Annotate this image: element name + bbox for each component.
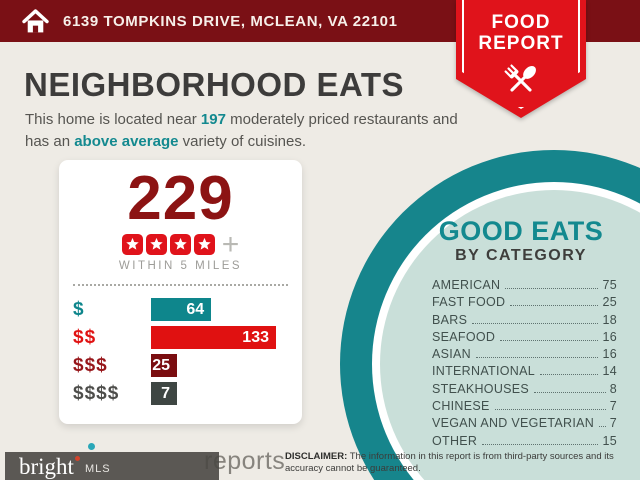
bar-track: 64 [151,298,288,321]
disclaimer: DISCLAIMER: The information in this repo… [285,451,633,476]
category-row: BARS 18 [432,313,617,330]
bar: 133 [151,326,276,349]
category-name: VEGAN AND VEGETARIAN [432,416,595,431]
star-icon [145,234,167,255]
category-count: 16 [602,329,617,344]
category-count: 7 [609,399,617,414]
dot-leader [500,339,599,341]
total-restaurant-count: 229 [127,164,234,233]
dot-leader [494,409,606,411]
category-name: FAST FOOD [432,295,506,310]
bar-value: 7 [161,384,170,402]
category-count: 25 [602,295,617,310]
restaurant-count-inline: 197 [200,111,226,128]
subtitle-text: This home is located near [25,111,201,128]
category-name: STEAKHOUSES [432,381,530,396]
category-count: 8 [609,381,617,396]
good-eats-title: GOOD EATS [438,216,604,246]
home-icon [22,8,49,32]
category-name: AMERICAN [432,278,501,292]
price-tier-bar-chart: $64 $$ 133 $$$ 25 $$$$ 7 [73,298,288,405]
bar-value: 25 [152,356,170,374]
category-count: 16 [602,347,617,362]
category-row: SEAFOOD 16 [432,330,617,347]
badge-title-line2: REPORT [478,32,564,54]
price-tier-label: $$$ [73,354,108,376]
bar-track: 7 [151,382,288,405]
category-row: STEAKHOUSES 8 [432,382,617,399]
brightmls-suffix: MLS [84,463,111,475]
category-list: AMERICAN 75 FAST FOOD 25 BARS 18 SEAFOOD 16 ASIA… [425,278,617,451]
category-count: 15 [602,433,617,448]
category-count: 75 [602,278,617,292]
category-row: AMERICAN 75 [432,278,617,295]
bar-track: 25 [151,354,288,377]
price-tier-label: $ [73,298,85,320]
badge-title-line1: FOOD [491,12,551,33]
category-row: CHINESE 7 [432,399,617,416]
category-count: 18 [602,312,617,327]
bar-value: 64 [186,300,205,318]
star-icon [169,234,191,255]
price-tier-label: $$ [73,326,97,348]
category-row: OTHER 15 [432,434,617,451]
category-row: INTERNATIONAL 14 [432,364,617,381]
category-name: CHINESE [432,399,490,414]
star-icon [121,234,143,255]
category-name: ASIAN [432,347,472,362]
dot-leader [505,288,599,289]
category-name: SEAFOOD [432,329,496,344]
page-title: NEIGHBORHOOD EATS [24,66,405,103]
price-tier-row: $$$$ 7 [73,382,288,405]
category-row: FAST FOOD 25 [432,295,617,312]
disclaimer-label: DISCLAIMER: [285,451,348,462]
dot-leader [482,443,599,445]
brightmls-watermark: bright MLS [5,452,219,480]
price-tier-row: $$ 133 [73,326,288,349]
bar: 64 [151,298,212,321]
property-address: 6139 TOMPKINS DRIVE, MCLEAN, VA 22101 [63,12,398,30]
category-name: INTERNATIONAL [432,364,535,379]
logo-dot-icon [88,443,95,450]
star-icon [193,234,215,255]
category-name: OTHER [432,433,478,448]
dot-leader [510,305,599,307]
category-name: BARS [432,312,468,327]
food-report-badge: FOOD REPORT [456,0,586,118]
good-eats-subtitle: BY CATEGORY [455,247,587,264]
bar: 25 [151,354,177,377]
disclaimer-text: The information in this report is from t… [285,451,614,475]
rating-stars: + [73,227,288,261]
brightmls-brand: bright [19,455,80,478]
category-row: ASIAN 16 [432,347,617,364]
subtitle-text: moderately priced restaurants and has an [25,111,458,150]
price-tier-row: $64 [73,298,288,321]
fork-spoon-icon [504,64,536,92]
dot-leader [472,322,599,324]
plus-icon: + [221,227,240,261]
dotted-divider [73,284,288,286]
dot-leader [539,374,599,376]
summary-sentence: This home is located near 197 moderately… [25,109,465,153]
category-count: 14 [602,364,617,379]
brand-dot-icon [74,455,80,461]
badge-inner-border [462,0,580,109]
radius-label: WITHIN 5 MILES [118,260,243,272]
dot-leader [599,426,606,428]
good-eats-panel: GOOD EATS BY CATEGORY AMERICAN 75 FAST FOO… [425,218,617,451]
dot-leader [534,391,606,393]
bar: 7 [151,382,177,405]
price-tier-label: $$$$ [73,382,120,404]
variety-highlight: above average [74,132,179,150]
category-count: 7 [609,416,617,431]
bar-value: 133 [242,328,269,346]
subtitle-text: variety of cuisines. [178,132,307,150]
category-row: VEGAN AND VEGETARIAN 7 [432,416,617,433]
dot-leader [476,357,599,359]
bar-track: 133 [151,326,288,349]
price-tier-row: $$$ 25 [73,354,288,377]
restaurant-summary-card: 229 + WITHIN 5 MILES $64 $$ 133 $$$ 25 $$$$ 7 [59,160,302,424]
